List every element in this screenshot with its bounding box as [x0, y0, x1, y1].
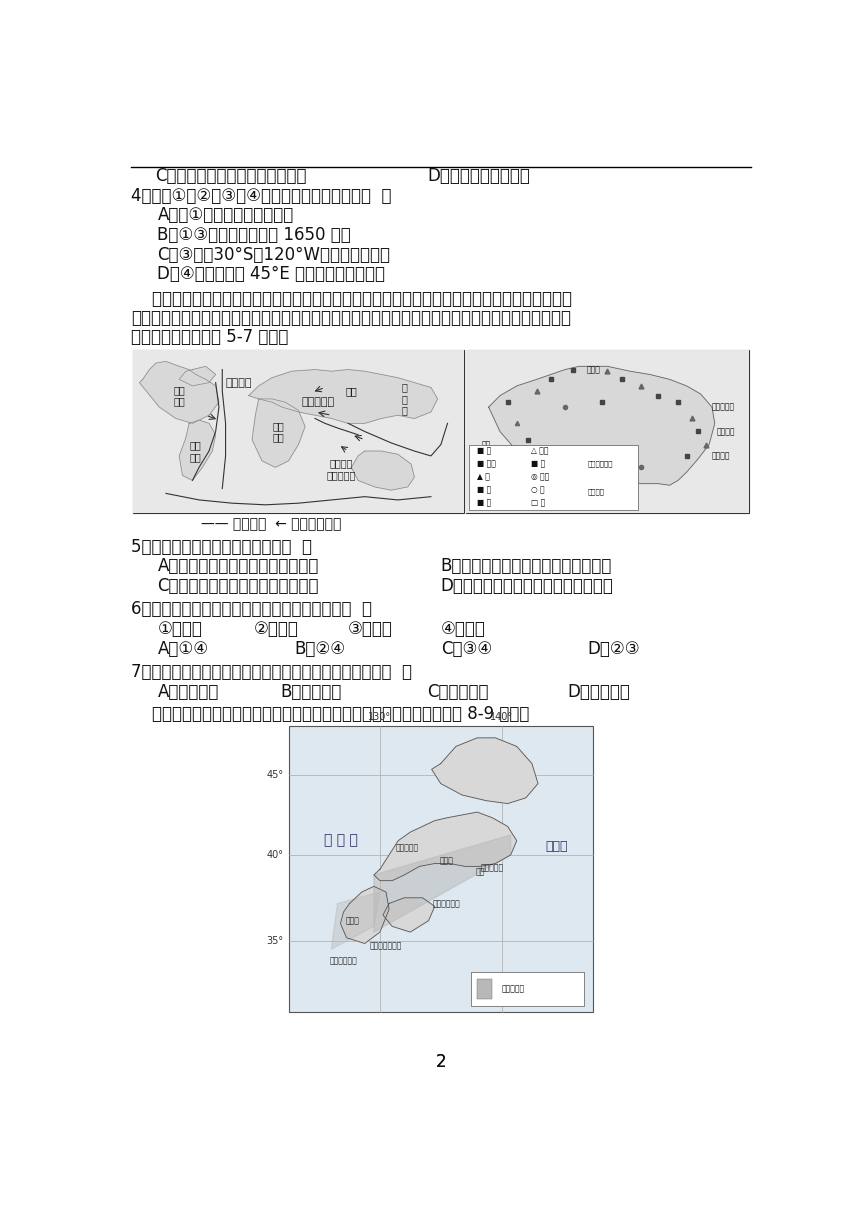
Text: △ 铝土: △ 铝土: [531, 446, 549, 456]
Bar: [471, 972, 584, 1007]
Text: ③冶金业: ③冶金业: [347, 620, 392, 638]
Text: 日 本 海: 日 本 海: [323, 834, 358, 848]
Text: 日本矿产资源贫乏，位于板块交界地带，地壳活跃，多火山、地震；澳大利亚矿产资源丰富，是: 日本矿产资源贫乏，位于板块交界地带，地壳活跃，多火山、地震；澳大利亚矿产资源丰富…: [131, 291, 572, 309]
Text: 珀斯: 珀斯: [482, 440, 490, 449]
Text: —— 板块边界  ← 板块运动方向: —— 板块边界 ← 板块运动方向: [201, 517, 341, 531]
Text: 东京: 东京: [476, 867, 485, 877]
Text: ○ 金: ○ 金: [531, 485, 544, 495]
Text: A．亚欧板块与印度洋板块交界地带: A．亚欧板块与印度洋板块交界地带: [157, 557, 319, 575]
Text: 罗克汉普顿: 罗克汉普顿: [712, 402, 734, 411]
Polygon shape: [341, 886, 389, 944]
Polygon shape: [488, 366, 715, 485]
Bar: [132, 350, 464, 513]
Text: 阿德莱德: 阿德莱德: [612, 465, 630, 473]
Polygon shape: [432, 738, 538, 804]
Bar: [477, 979, 493, 1000]
Text: 京滨工业区: 京滨工业区: [481, 863, 504, 872]
Polygon shape: [249, 370, 438, 423]
Text: 6．澳大利亚依托矿产资源优势，发展的产业是（  ）: 6．澳大利亚依托矿产资源优势，发展的产业是（ ）: [131, 601, 372, 619]
Text: 太平洋: 太平洋: [545, 840, 568, 852]
Text: C．公路运输: C．公路运输: [427, 683, 489, 700]
Text: 2: 2: [435, 1053, 446, 1070]
Text: 主要工业区: 主要工业区: [501, 985, 525, 993]
Polygon shape: [139, 361, 219, 423]
Text: 130°: 130°: [368, 711, 391, 722]
Text: 140°: 140°: [490, 711, 513, 722]
Text: ■ 锰: ■ 锰: [477, 485, 492, 495]
Text: 太
平
洋: 太 平 洋: [402, 382, 408, 416]
Text: B．印度洋板块与太平洋板块交界地带: B．印度洋板块与太平洋板块交界地带: [440, 557, 612, 575]
Bar: [466, 350, 749, 513]
Text: 达尔文: 达尔文: [587, 365, 600, 375]
Text: ■ 镍: ■ 镍: [477, 499, 492, 508]
Text: 濑户内海工业区: 濑户内海工业区: [370, 942, 402, 951]
Polygon shape: [331, 893, 380, 950]
Text: 心分布图。据此完成 5-7 小题。: 心分布图。据此完成 5-7 小题。: [131, 328, 288, 345]
Text: 非洲
板块: 非洲 板块: [273, 421, 285, 443]
Text: 5．日本多火山、地震是因为地处（  ）: 5．日本多火山、地震是因为地处（ ）: [131, 537, 312, 556]
Text: C．③④: C．③④: [440, 640, 492, 658]
Text: 澳大利亚
印度洋板块: 澳大利亚 印度洋板块: [327, 458, 356, 480]
Text: ■ 石油: ■ 石油: [477, 460, 496, 468]
Text: ①旅游业: ①旅游业: [157, 620, 202, 638]
Text: 南美
板块: 南美 板块: [190, 440, 201, 462]
Text: C．丙岛西海岸冬季降水多于夏季: C．丙岛西海岸冬季降水多于夏季: [156, 167, 307, 185]
Polygon shape: [179, 366, 216, 385]
Text: A．自①地向北可直达北美洲: A．自①地向北可直达北美洲: [157, 207, 294, 224]
Text: 2: 2: [435, 1053, 446, 1070]
Text: C．亚欧板块与太平洋板块交界地带: C．亚欧板块与太平洋板块交界地带: [157, 576, 319, 595]
Polygon shape: [179, 420, 216, 480]
Text: □ 铀: □ 铀: [531, 499, 545, 508]
Text: 钢铁工业: 钢铁工业: [587, 488, 605, 495]
Text: D．印度洋板块与南极洲板块交界地带: D．印度洋板块与南极洲板块交界地带: [440, 576, 614, 595]
Bar: [469, 445, 638, 510]
Text: ④种植业: ④种植业: [440, 620, 486, 638]
Text: 北美
板块: 北美 板块: [174, 384, 185, 406]
Polygon shape: [352, 451, 415, 490]
Text: C．③与（30°S，120°W）关于赤道对称: C．③与（30°S，120°W）关于赤道对称: [157, 246, 390, 264]
Text: 40°: 40°: [267, 850, 284, 860]
Text: 名古屋工业区: 名古屋工业区: [433, 899, 461, 908]
Text: B．①③之间的距离约为 1650 千米: B．①③之间的距离约为 1650 千米: [157, 226, 351, 244]
Text: ■ 煤: ■ 煤: [477, 446, 492, 456]
Text: B．②④: B．②④: [294, 640, 345, 658]
Text: 纽卡斯尔: 纽卡斯尔: [711, 451, 729, 461]
Text: D．丁海与甲地区相临: D．丁海与甲地区相临: [427, 167, 531, 185]
Text: D．④地的经线与 45°E 经线组成一个经线圈: D．④地的经线与 45°E 经线组成一个经线圈: [157, 265, 385, 283]
Polygon shape: [252, 399, 305, 467]
Text: D．②③: D．②③: [587, 640, 640, 658]
Bar: [132, 350, 464, 513]
Text: ▲ 铁: ▲ 铁: [477, 473, 490, 482]
Text: 35°: 35°: [267, 935, 284, 946]
Text: 7．澳大利亚大量铁矿石运往日本的主要交通运输方式是（  ）: 7．澳大利亚大量铁矿石运往日本的主要交通运输方式是（ ）: [131, 663, 412, 681]
Bar: [289, 726, 593, 1012]
Text: ◎ 铅锌: ◎ 铅锌: [531, 473, 550, 482]
Polygon shape: [383, 897, 434, 931]
Text: 名古屋: 名古屋: [440, 856, 454, 865]
Text: 有色冶金工业: 有色冶金工业: [587, 461, 613, 467]
Bar: [466, 350, 749, 513]
Text: ■ 铜: ■ 铜: [531, 460, 545, 468]
Text: 阪神工业区: 阪神工业区: [396, 844, 419, 852]
Polygon shape: [374, 835, 511, 931]
Text: A．①④: A．①④: [157, 640, 209, 658]
Text: 左图为日本工业分布图，右图为澳大利亚矿产和工业分布图。据此完成 8-9 小题。: 左图为日本工业分布图，右图为澳大利亚矿产和工业分布图。据此完成 8-9 小题。: [131, 705, 529, 724]
Text: 布里斯班: 布里斯班: [717, 427, 735, 437]
Text: 北九州: 北九州: [346, 916, 359, 925]
Text: 世界矿产品的主要出口国之一。左图为世界部分板块分布图，右图为澳大利亚矿产资源和冶金工业中: 世界矿产品的主要出口国之一。左图为世界部分板块分布图，右图为澳大利亚矿产资源和冶…: [131, 309, 571, 327]
Text: A．水路运输: A．水路运输: [157, 683, 218, 700]
Text: 太平洋板块: 太平洋板块: [302, 398, 335, 407]
Text: D．航空运输: D．航空运输: [568, 683, 630, 700]
Text: ②采矿业: ②采矿业: [255, 620, 299, 638]
Text: B．铁路运输: B．铁路运输: [280, 683, 342, 700]
Text: 亚欧板块: 亚欧板块: [225, 378, 252, 388]
Polygon shape: [374, 812, 517, 880]
Text: 北九州工业区: 北九州工业区: [329, 956, 358, 966]
Text: 45°: 45°: [267, 770, 284, 779]
Text: 4．关于①、②、③、④四地的叙述，正确的是（  ）: 4．关于①、②、③、④四地的叙述，正确的是（ ）: [131, 186, 391, 204]
Text: 日本: 日本: [346, 385, 357, 396]
